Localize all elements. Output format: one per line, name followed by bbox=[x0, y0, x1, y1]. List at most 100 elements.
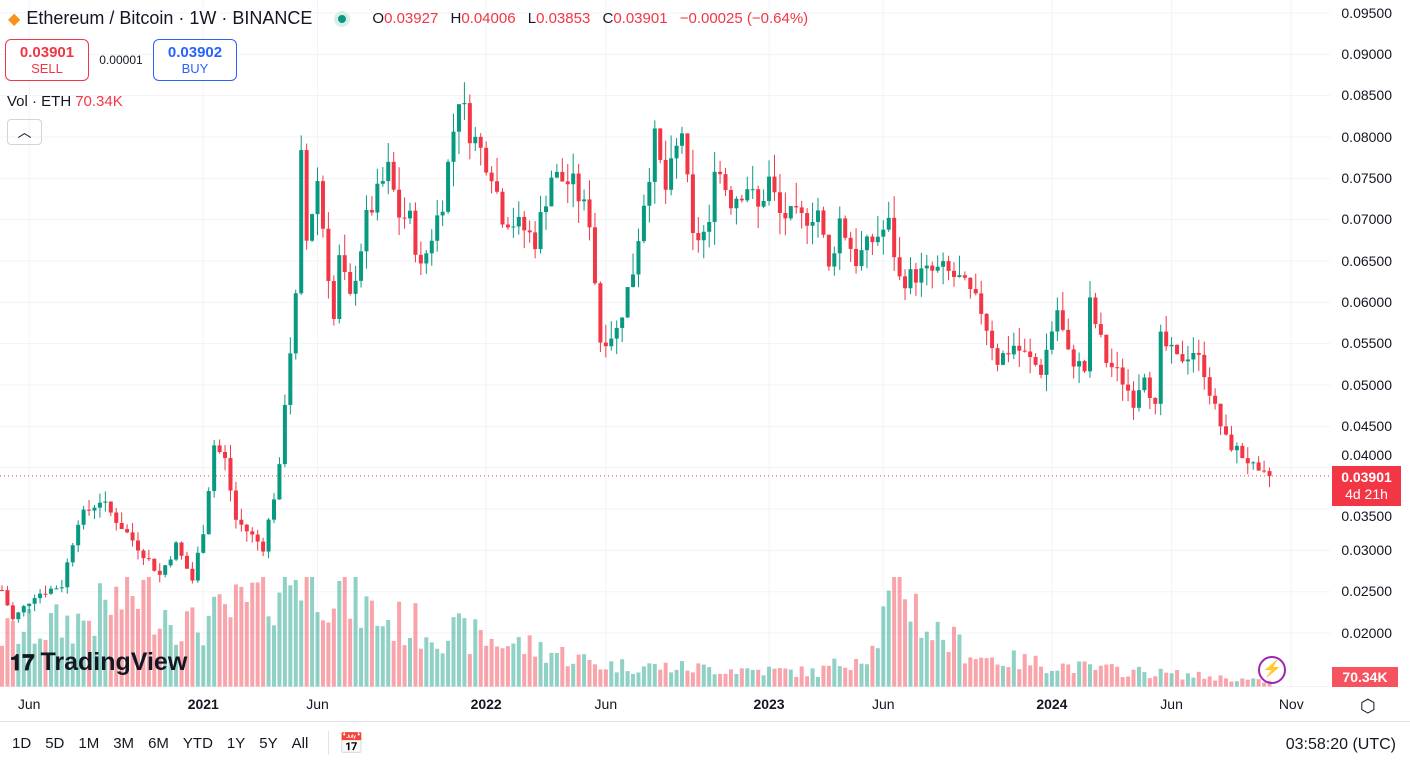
calendar-range-icon[interactable]: 📅 bbox=[339, 732, 365, 755]
candle-body bbox=[331, 280, 336, 320]
candle-body bbox=[533, 232, 538, 250]
candle-body bbox=[1202, 354, 1207, 378]
candle-body bbox=[680, 133, 684, 146]
volume-bar bbox=[919, 637, 924, 687]
candle-body bbox=[946, 261, 951, 271]
volume-bar bbox=[941, 639, 946, 687]
candle-body bbox=[1055, 310, 1060, 332]
volume-bar bbox=[0, 645, 4, 687]
volume-bar bbox=[892, 577, 897, 687]
candle-body bbox=[1207, 377, 1212, 396]
candle-body bbox=[168, 559, 173, 566]
candle-body bbox=[544, 206, 548, 213]
volume-bar bbox=[1082, 661, 1087, 687]
candle-body bbox=[92, 507, 97, 511]
volume-bar bbox=[614, 672, 619, 687]
range-3m[interactable]: 3M bbox=[113, 734, 135, 752]
candle-body bbox=[712, 171, 717, 222]
candle-body bbox=[658, 128, 663, 160]
divider bbox=[328, 731, 330, 755]
clock[interactable]: 03:58:20 (UTC) bbox=[1285, 736, 1396, 753]
volume-bar bbox=[310, 577, 315, 687]
candle-body bbox=[592, 227, 597, 284]
tradingview-logo[interactable]: 𝟏𝟕 TradingView bbox=[10, 648, 188, 676]
range-5d[interactable]: 5D bbox=[45, 734, 65, 752]
range-1d[interactable]: 1D bbox=[12, 734, 32, 752]
volume-bar bbox=[266, 616, 271, 687]
volume-bar bbox=[331, 608, 336, 687]
volume-bar bbox=[1169, 673, 1174, 687]
candle-body bbox=[119, 522, 124, 530]
candle-body bbox=[767, 176, 772, 201]
candle-body bbox=[843, 218, 848, 238]
volume-bar bbox=[375, 625, 380, 687]
y-tick-label: 0.04000 bbox=[1341, 447, 1392, 463]
candle-body bbox=[250, 531, 255, 535]
symbol-title[interactable]: Ethereum / Bitcoin · 1W · BINANCE bbox=[26, 8, 313, 28]
volume-bar bbox=[277, 592, 282, 687]
volume-bar bbox=[1251, 678, 1256, 687]
candle-body bbox=[1262, 470, 1267, 472]
candle-body bbox=[674, 145, 679, 159]
range-1y[interactable]: 1Y bbox=[226, 734, 246, 752]
volume-bar bbox=[255, 582, 260, 687]
volume-bar bbox=[174, 644, 179, 687]
candle-body bbox=[1033, 357, 1038, 365]
candle-body bbox=[864, 236, 869, 251]
range-6m[interactable]: 6M bbox=[148, 734, 169, 752]
price-chart[interactable] bbox=[0, 0, 1330, 687]
volume-bar bbox=[984, 658, 989, 687]
candle-body bbox=[359, 251, 364, 281]
candle-body bbox=[870, 236, 875, 243]
volume-bar bbox=[1185, 673, 1190, 687]
volume-bar bbox=[451, 617, 456, 687]
volume-bar bbox=[816, 676, 820, 687]
volume-bar bbox=[1000, 665, 1005, 687]
volume-bar bbox=[571, 663, 576, 687]
volume-bar bbox=[10, 621, 15, 687]
volume-bar bbox=[533, 656, 538, 687]
volume-bar bbox=[897, 577, 902, 687]
volume-bar bbox=[968, 657, 973, 687]
candle-body bbox=[620, 317, 625, 328]
range-5y[interactable]: 5Y bbox=[259, 734, 278, 752]
volume-bar bbox=[957, 634, 962, 687]
volume-bar bbox=[641, 666, 646, 687]
candle-body bbox=[538, 212, 543, 250]
candle-body bbox=[723, 174, 728, 191]
candle-body bbox=[1017, 345, 1022, 351]
volume-bar bbox=[1088, 664, 1092, 687]
market-status-icon[interactable] bbox=[334, 10, 351, 27]
candle-body bbox=[739, 198, 744, 201]
collapse-legend-button[interactable]: ︿ bbox=[7, 119, 42, 145]
buy-button[interactable]: 0.03902 BUY bbox=[153, 39, 237, 81]
candle-body bbox=[174, 542, 179, 560]
volume-bar bbox=[854, 658, 859, 687]
volume-bar bbox=[119, 609, 124, 687]
candle-body bbox=[690, 174, 695, 234]
settings-icon[interactable]: ⬡ bbox=[1360, 696, 1376, 716]
y-tick-label: 0.03000 bbox=[1341, 541, 1392, 558]
volume-bar bbox=[141, 579, 146, 687]
candle-body bbox=[913, 269, 918, 283]
volume-bar bbox=[125, 577, 130, 687]
volume-bar bbox=[223, 604, 228, 687]
lightning-icon[interactable]: ⚡ bbox=[1258, 656, 1286, 684]
candle-body bbox=[837, 218, 842, 254]
range-ytd[interactable]: YTD bbox=[182, 734, 213, 752]
volume-bar bbox=[625, 671, 630, 687]
range-all[interactable]: All bbox=[291, 734, 309, 752]
candle-body bbox=[734, 198, 739, 209]
volume-bar bbox=[973, 659, 978, 687]
volume-bar bbox=[402, 645, 407, 687]
candle-body bbox=[783, 212, 788, 219]
sell-button[interactable]: 0.03901 SELL bbox=[5, 39, 89, 81]
candle-body bbox=[663, 159, 668, 190]
range-1m[interactable]: 1M bbox=[78, 734, 100, 752]
candle-body bbox=[391, 161, 396, 190]
candle-body bbox=[718, 171, 723, 175]
candle-body bbox=[500, 191, 505, 225]
candle-body bbox=[598, 283, 603, 343]
volume-legend[interactable]: Vol · ETH 70.34K bbox=[7, 93, 123, 110]
volume-bar bbox=[1028, 665, 1033, 687]
